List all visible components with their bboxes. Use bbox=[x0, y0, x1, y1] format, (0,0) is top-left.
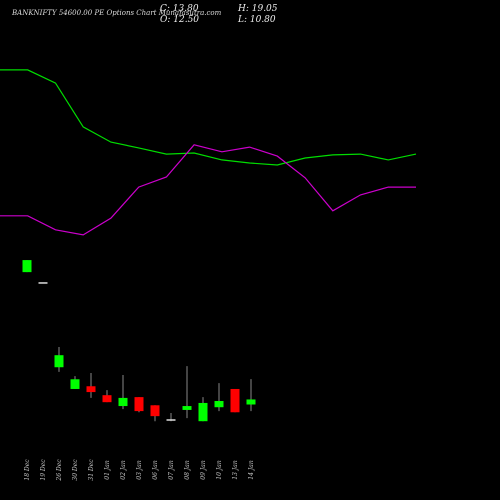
candle-body bbox=[22, 260, 32, 273]
x-tick-label: 30 Dec bbox=[72, 459, 79, 481]
x-tick-label: 01 Jan bbox=[104, 460, 111, 480]
candle-body bbox=[230, 388, 240, 413]
chart-title: BANKNIFTY 54600.00 PE Options Chart Muna… bbox=[11, 9, 222, 17]
x-tick-label: 02 Jan bbox=[120, 460, 127, 480]
candle-body bbox=[166, 419, 176, 421]
x-tick-label: 09 Jan bbox=[200, 460, 207, 480]
indicator-line bbox=[0, 69, 417, 166]
low-info: L: 10.80 bbox=[237, 15, 276, 25]
candle-body bbox=[102, 395, 112, 403]
x-tick-label: 19 Dec bbox=[40, 459, 47, 481]
x-tick-label: 26 Dec bbox=[56, 459, 63, 482]
close-info: C: 13.80 bbox=[160, 4, 199, 14]
candle-body bbox=[134, 397, 144, 412]
x-tick-label: 10 Jan bbox=[216, 460, 223, 480]
x-tick-label: 03 Jan bbox=[136, 460, 143, 480]
open-info: O: 12.50 bbox=[160, 15, 199, 25]
candle-body bbox=[246, 399, 256, 405]
candle-body bbox=[38, 282, 48, 284]
candle-body bbox=[214, 401, 224, 408]
high-info: H: 19.05 bbox=[237, 4, 278, 14]
candle-body bbox=[54, 355, 64, 368]
x-tick-label: 14 Jan bbox=[248, 460, 255, 480]
x-tick-label: 06 Jan bbox=[152, 460, 159, 480]
x-tick-label: 07 Jan bbox=[168, 460, 175, 480]
x-tick-label: 18 Dec bbox=[24, 459, 31, 481]
x-tick-label: 13 Jan bbox=[232, 460, 239, 480]
candle-body bbox=[198, 402, 208, 422]
candle-body bbox=[150, 405, 160, 417]
candle-body bbox=[70, 379, 80, 389]
candle-body bbox=[118, 397, 128, 407]
x-tick-label: 31 Dec bbox=[88, 459, 95, 481]
x-tick-label: 08 Jan bbox=[184, 460, 191, 480]
indicator-line bbox=[0, 144, 416, 236]
candle-body bbox=[86, 386, 96, 393]
candle-body bbox=[182, 406, 192, 410]
